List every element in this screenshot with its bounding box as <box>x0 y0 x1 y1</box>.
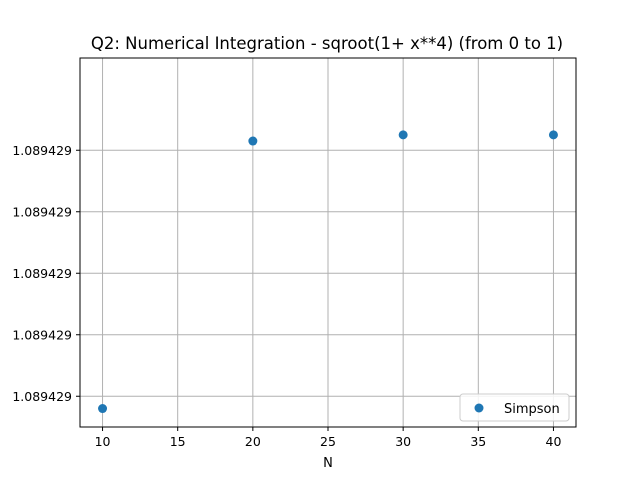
y-tick-label: 1.089429 <box>12 389 72 404</box>
grid-lines <box>80 58 576 427</box>
x-axis-ticks: 10 15 20 25 30 35 40 <box>95 427 562 449</box>
data-point <box>98 404 108 414</box>
x-axis-label: N <box>323 456 333 471</box>
y-tick-label: 1.089429 <box>12 204 72 219</box>
x-tick-label: 25 <box>320 434 336 449</box>
x-tick-label: 40 <box>546 434 562 449</box>
y-axis-ticks: 1.089429 1.089429 1.089429 1.089429 1.089429 <box>12 143 80 404</box>
legend-label-simpson: Simpson <box>504 402 560 417</box>
data-points <box>98 130 558 414</box>
x-tick-label: 10 <box>95 434 111 449</box>
y-tick-label: 1.089429 <box>12 327 72 342</box>
x-tick-label: 35 <box>470 434 486 449</box>
data-point <box>398 130 408 140</box>
x-tick-label: 30 <box>395 434 411 449</box>
data-point <box>548 130 558 140</box>
legend: Simpson <box>459 393 570 422</box>
data-point <box>248 136 258 146</box>
plot-frame <box>79 57 577 428</box>
chart-title: Q2: Numerical Integration - sqroot(1+ x*… <box>91 34 563 53</box>
x-tick-label: 20 <box>245 434 261 449</box>
y-tick-label: 1.089429 <box>12 266 72 281</box>
y-tick-label: 1.089429 <box>12 143 72 158</box>
legend-marker-simpson <box>474 403 484 413</box>
x-tick-label: 15 <box>170 434 186 449</box>
legend-box <box>459 393 570 422</box>
